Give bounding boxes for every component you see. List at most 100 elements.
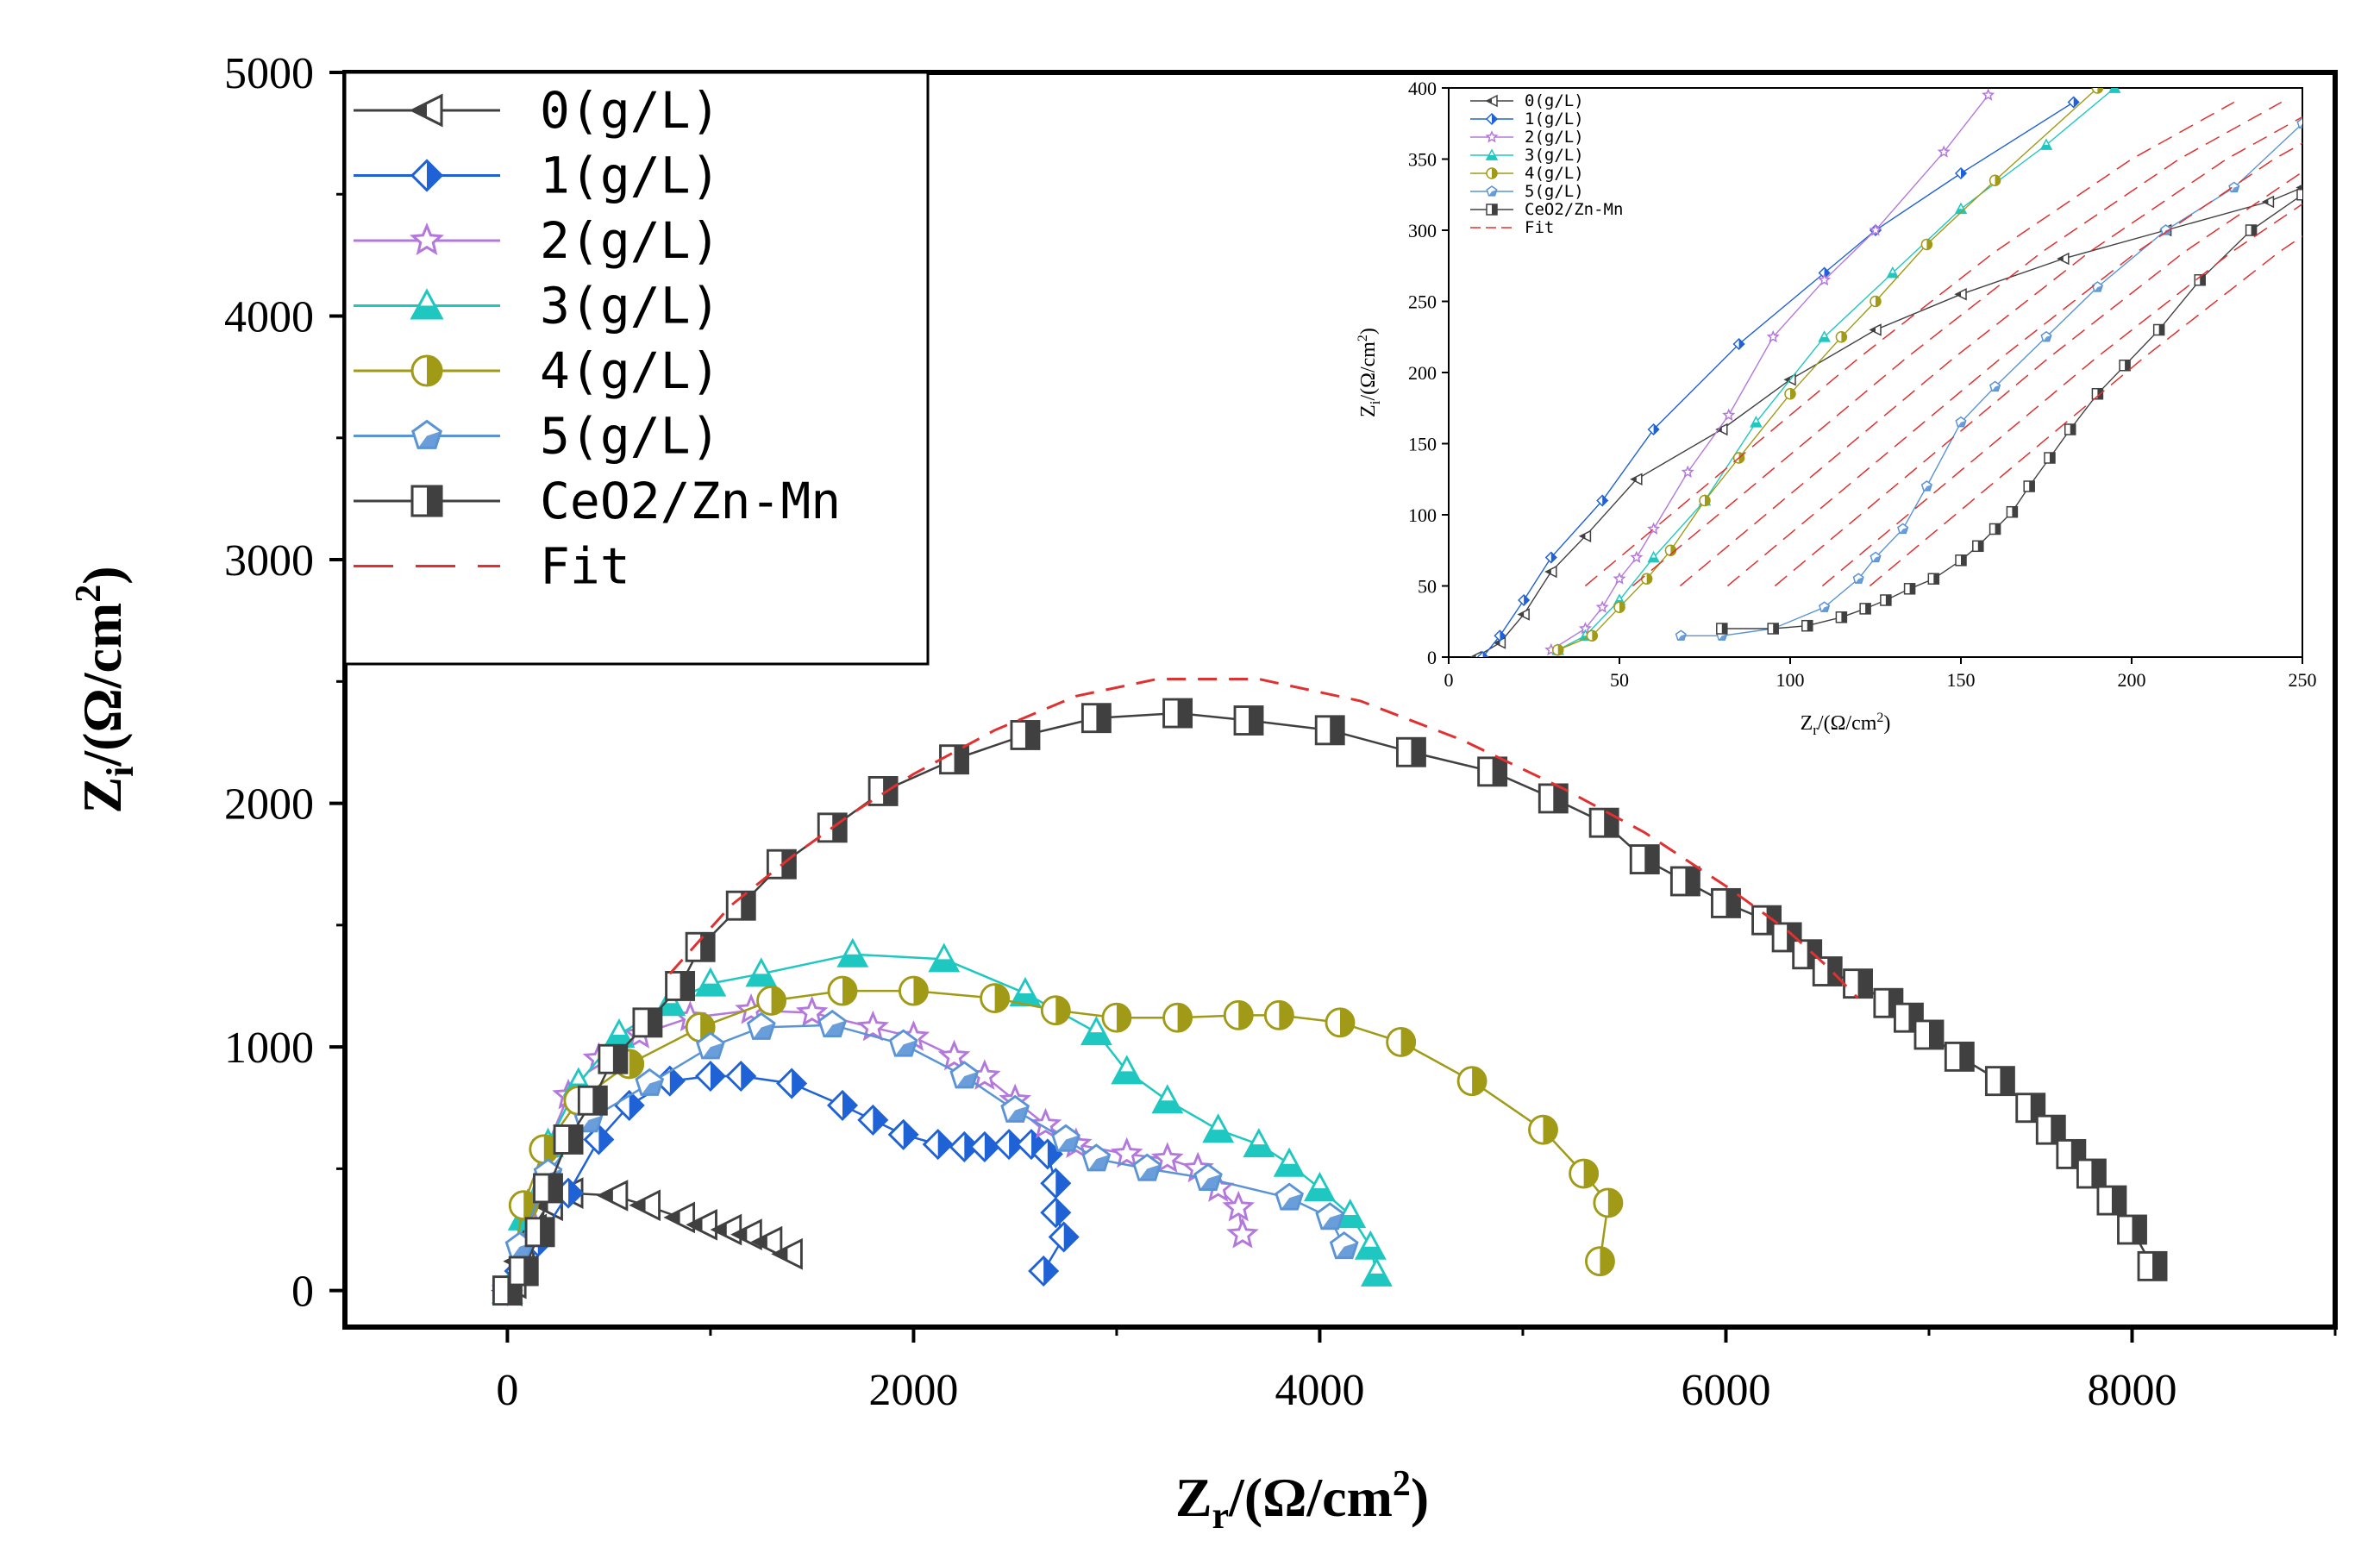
marker-fill [666, 1210, 680, 1224]
data-point [1711, 887, 1741, 918]
marker-fill [1677, 634, 1686, 641]
inset-y-tick-label: 150 [1408, 434, 1437, 455]
data-point [1080, 703, 1112, 734]
data-point [1222, 1190, 1256, 1222]
marker-fill [1545, 569, 1551, 574]
marker-fill [1492, 204, 1497, 215]
marker-fill [1487, 155, 1497, 160]
marker-fill [1855, 577, 1863, 584]
inset-data-point [1596, 494, 1609, 507]
inset-y-tick-label: 300 [1408, 220, 1437, 241]
data-point [1275, 1182, 1305, 1211]
inset-data-point [1476, 650, 1489, 657]
marker-fill [1550, 552, 1556, 563]
inset-legend-item: 3(g/L) [1470, 146, 1584, 165]
marker-fill [1138, 1164, 1161, 1180]
x-tick-label: 2000 [868, 1366, 958, 1415]
marker-fill [1031, 1130, 1046, 1159]
data-point [1629, 844, 1660, 874]
marker-fill [712, 1222, 727, 1237]
marker-fill [1249, 706, 1263, 735]
marker-fill [930, 959, 958, 971]
inset-legend-label: Fit [1525, 218, 1554, 237]
marker-fill [418, 431, 442, 448]
marker-fill [2094, 285, 2103, 291]
inset-data-point [1732, 337, 1745, 351]
marker-fill [1487, 98, 1492, 103]
inset-data-point [2044, 452, 2056, 464]
marker-fill [824, 1020, 846, 1036]
marker-fill [2251, 225, 2257, 235]
data-point [1010, 720, 1041, 750]
marker-fill [568, 1179, 583, 1207]
data-point [2117, 1214, 2147, 1245]
inset-legend-item: 0(g/L) [1470, 91, 1584, 110]
inset-data-point [1954, 288, 1967, 301]
data-point [725, 890, 756, 921]
inset-series-5-g-l- [1675, 117, 2302, 641]
marker-fill [2200, 274, 2206, 285]
data-point [1111, 1055, 1143, 1085]
marker-fill [1055, 1199, 1070, 1227]
legend-marker [409, 93, 443, 128]
marker-fill [733, 1227, 748, 1242]
marker-fill [1006, 1105, 1029, 1122]
marker-fill [1909, 583, 1915, 594]
inset-data-point [1954, 166, 1968, 180]
marker-fill [1096, 704, 1111, 732]
fit-line [668, 678, 1859, 999]
data-point [856, 1010, 890, 1042]
marker-fill [1055, 1169, 1070, 1198]
inset-data-point [1989, 523, 2001, 535]
marker-fill [1244, 1144, 1273, 1156]
inset-data-point [2119, 360, 2131, 372]
marker-fill [1580, 533, 1586, 539]
data-point [533, 1173, 563, 1204]
data-point [898, 975, 929, 1006]
inset-data-point [1681, 465, 1694, 478]
marker-fill [412, 103, 427, 118]
marker-fill [1482, 652, 1488, 657]
marker-fill [1923, 485, 1932, 491]
data-point [1162, 1002, 1193, 1033]
marker-shape [1110, 1137, 1143, 1168]
legend-label: 5(g/L) [540, 407, 721, 466]
marker-fill [631, 1198, 646, 1212]
marker-fill [792, 1069, 806, 1098]
marker-fill [895, 1040, 917, 1056]
marker-shape [1222, 1190, 1256, 1222]
inset-legend-label: 0(g/L) [1525, 91, 1584, 110]
inset-x-tick-label: 100 [1776, 669, 1805, 691]
inset-fit-line [1821, 203, 2302, 587]
data-point [685, 931, 716, 962]
marker-fill [1055, 996, 1070, 1024]
marker-fill [1087, 1155, 1110, 1170]
inset-legend: 0(g/L)1(g/L)2(g/L)3(g/L)4(g/L)5(g/L)CeO2… [1470, 91, 1623, 237]
marker-fill [2152, 1252, 2167, 1281]
marker-fill [1281, 1193, 1303, 1210]
inset-x-axis-title: Zr/(Ω/cm2) [1801, 711, 1891, 738]
marker-fill [2097, 88, 2103, 93]
data-point [1162, 698, 1193, 729]
data-point [1360, 1256, 1393, 1287]
inset-y-tick-label: 50 [1418, 576, 1437, 598]
inset-data-point [2006, 505, 2019, 518]
inset-data-point [1920, 480, 1932, 492]
data-point [949, 1061, 980, 1089]
data-point [1233, 705, 1264, 736]
marker-fill [747, 974, 775, 986]
marker-fill [710, 1062, 724, 1090]
legend-label: 0(g/L) [540, 81, 721, 140]
marker-fill [2041, 145, 2051, 150]
data-point [937, 1039, 971, 1071]
inset-data-point [2228, 181, 2240, 193]
marker-fill [629, 1091, 643, 1119]
legend-item: Fit [354, 537, 630, 596]
data-point [1051, 1124, 1080, 1152]
inset-data-point [1870, 295, 1882, 308]
inset-data-point [1699, 494, 1711, 507]
marker-shape [410, 222, 444, 256]
marker-fill [427, 486, 442, 516]
